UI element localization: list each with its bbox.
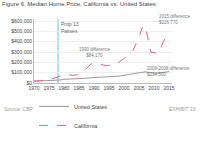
- svg-text:$300,000: $300,000: [11, 49, 32, 55]
- svg-text:1980: 1980: [58, 85, 69, 91]
- svg-text:2010: 2010: [148, 85, 159, 91]
- svg-text:1985: 1985: [73, 85, 84, 91]
- svg-text:EXHIBIT 13: EXHIBIT 13: [169, 106, 196, 112]
- svg-text:$500,000: $500,000: [11, 28, 32, 34]
- svg-text:1995: 1995: [103, 85, 114, 91]
- svg-text:$400,000: $400,000: [11, 38, 32, 44]
- svg-text:Prop 13Passes: Prop 13Passes: [61, 21, 79, 34]
- svg-text:2005: 2005: [133, 85, 144, 91]
- svg-text:$100,000: $100,000: [11, 69, 32, 75]
- svg-text:$200,000: $200,000: [11, 59, 32, 65]
- svg-text:2000: 2000: [118, 85, 129, 91]
- svg-text:1975: 1975: [43, 85, 54, 91]
- svg-text:2006-2008 difference$234,500: 2006-2008 difference$234,500: [147, 66, 190, 77]
- svg-text:Figure 6. Median Home Price, C: Figure 6. Median Home Price, California …: [2, 1, 156, 7]
- svg-text:$600,000: $600,000: [11, 18, 32, 24]
- svg-text:2015: 2015: [163, 85, 174, 91]
- svg-text:Source: CBP: Source: CBP: [4, 106, 34, 112]
- svg-text:United States: United States: [74, 104, 107, 110]
- svg-text:1990: 1990: [88, 85, 99, 91]
- svg-text:California: California: [74, 123, 98, 129]
- svg-text:1970: 1970: [28, 85, 39, 91]
- svg-text:$0: $0: [26, 80, 32, 86]
- svg-text:2015 difference$226,770: 2015 difference$226,770: [159, 14, 190, 25]
- svg-text:1990 difference$84,170: 1990 difference$84,170: [79, 47, 110, 58]
